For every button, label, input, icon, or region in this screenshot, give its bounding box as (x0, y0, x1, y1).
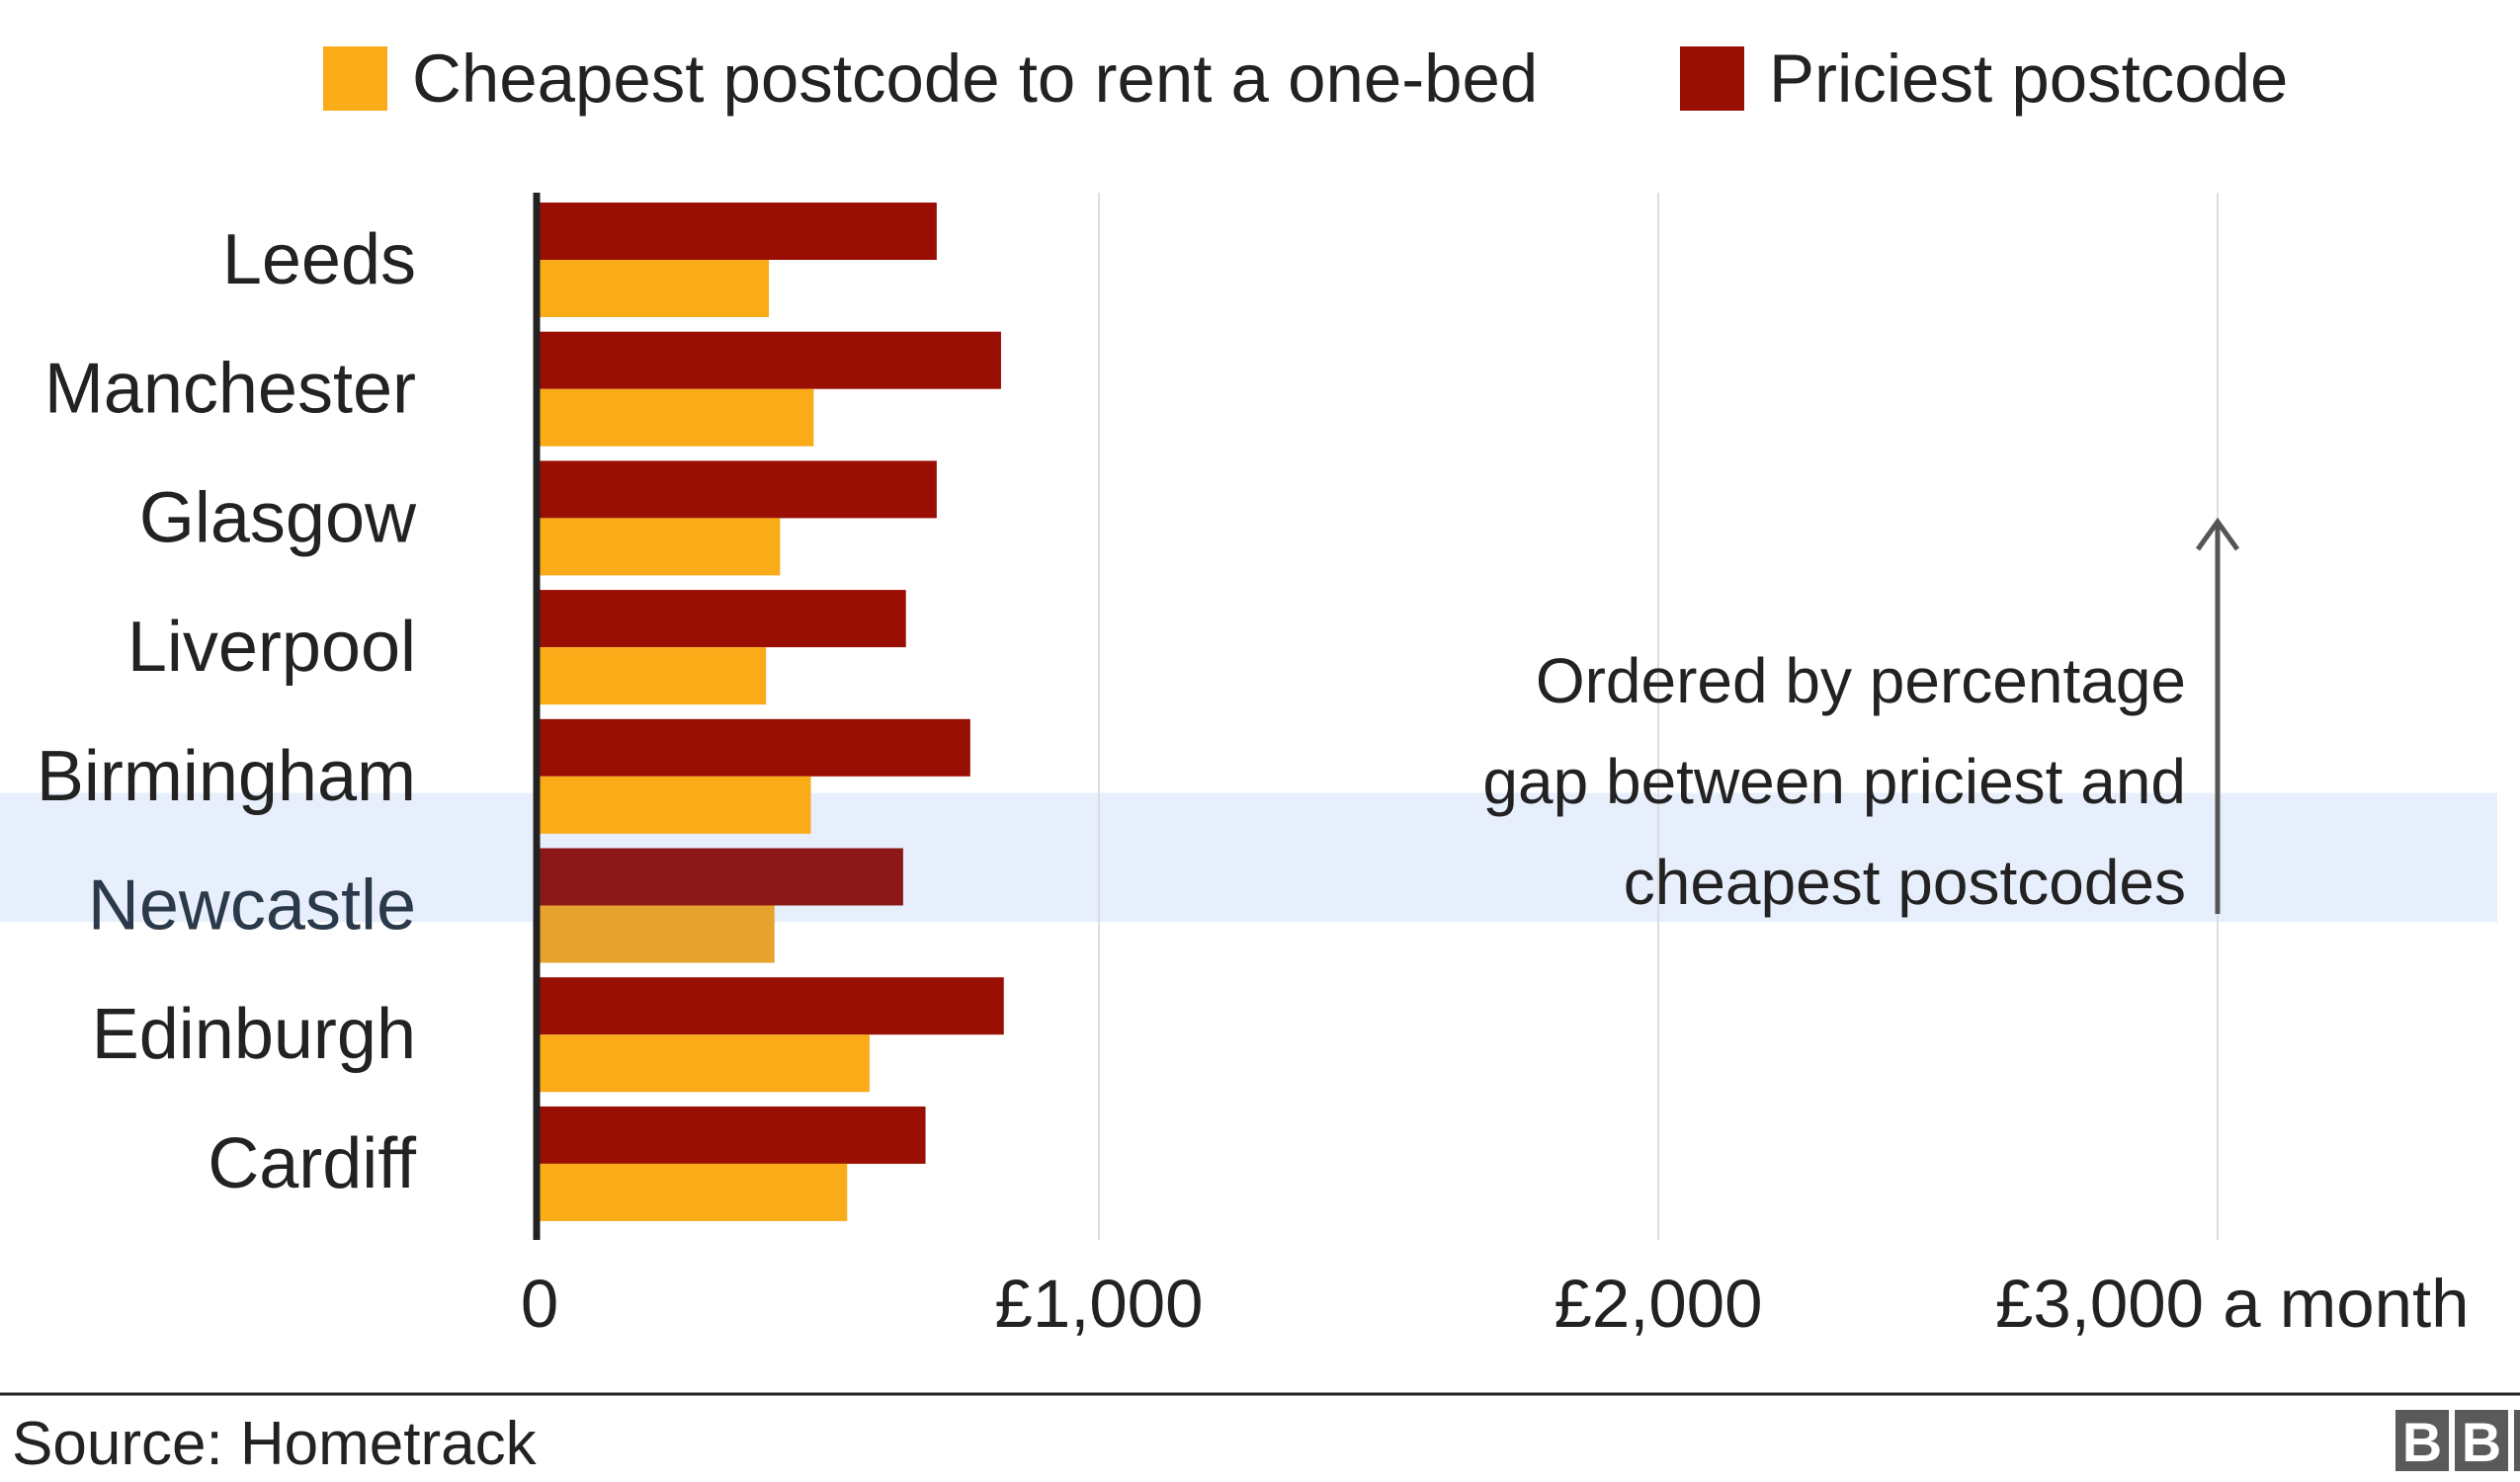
annotation-arrow-head-icon (2195, 517, 2240, 551)
category-label-glasgow: Glasgow (139, 478, 417, 557)
bbc-logo-letter-1: B (2462, 1411, 2501, 1473)
bar-priciest-edinburgh (540, 977, 1004, 1035)
source-note: Source: Hometrack (12, 1410, 538, 1478)
bar-cheapest-birmingham (540, 776, 811, 834)
annotation: Ordered by percentage gap between pricie… (1482, 517, 2240, 918)
bar-priciest-newcastle (540, 848, 903, 906)
highlight-band (0, 792, 2497, 923)
bar-cheapest-cardiff (540, 1163, 848, 1221)
bar-cheapest-glasgow (540, 518, 781, 576)
x-tick-label-2000: £2,000 (1554, 1266, 1762, 1342)
annotation-line-2: gap between priciest and (1482, 746, 2186, 817)
x-tick-label-1000: £1,000 (994, 1266, 1203, 1342)
bar-priciest-birmingham (540, 718, 970, 777)
bar-priciest-leeds (540, 203, 937, 260)
bbc-logo-block-2 (2514, 1410, 2520, 1471)
bar-cheapest-liverpool (540, 647, 767, 705)
x-tick-label-3000: £3,000 a month (1995, 1266, 2470, 1342)
bar-cheapest-manchester (540, 388, 814, 447)
category-label-edinburgh: Edinburgh (92, 995, 416, 1074)
category-label-liverpool: Liverpool (127, 608, 416, 687)
category-label-leeds: Leeds (222, 220, 416, 299)
bbc-logo-block-0 (2395, 1410, 2449, 1471)
bbc-logo-block-1 (2455, 1410, 2508, 1471)
legend-swatch-cheapest (323, 46, 387, 111)
bar-cheapest-leeds (540, 260, 770, 317)
bar-priciest-glasgow (540, 460, 937, 519)
annotation-line-1: Ordered by percentage (1536, 645, 2186, 716)
legend-swatch-priciest (1680, 46, 1744, 111)
bbc-logo-letter-0: B (2402, 1411, 2442, 1473)
bar-priciest-manchester (540, 331, 1001, 389)
x-tick-label-0: 0 (521, 1266, 558, 1342)
bbc-logo: BBC (2395, 1410, 2520, 1473)
category-label-manchester: Manchester (44, 350, 416, 429)
bar-priciest-cardiff (540, 1106, 926, 1164)
category-label-cardiff: Cardiff (208, 1124, 417, 1203)
legend-label-cheapest: Cheapest postcode to rent a one-bed (412, 41, 1538, 117)
bar-cheapest-edinburgh (540, 1034, 870, 1093)
bar-cheapest-newcastle (540, 905, 775, 963)
category-label-newcastle: Newcastle (88, 866, 416, 946)
bar-priciest-liverpool (540, 590, 906, 648)
legend-label-priciest: Priciest postcode (1769, 41, 2288, 117)
annotation-line-3: cheapest postcodes (1624, 847, 2186, 918)
category-label-birmingham: Birmingham (37, 737, 416, 816)
